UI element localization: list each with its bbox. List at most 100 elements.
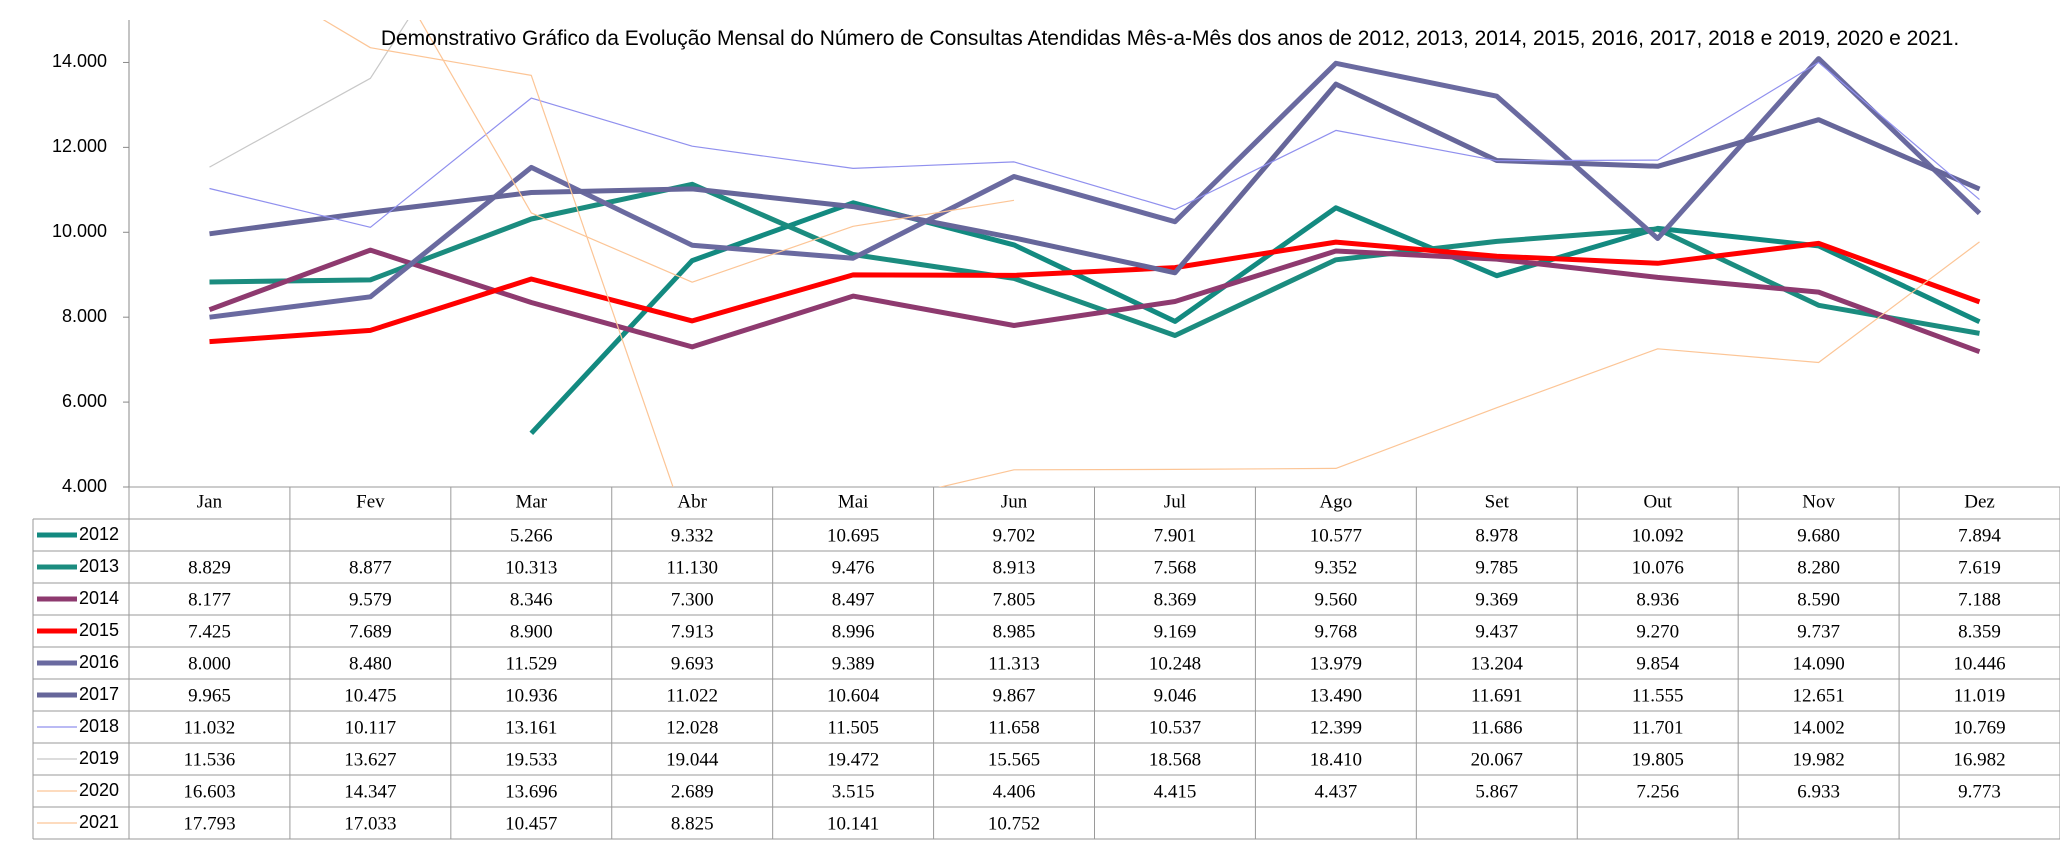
x-tick-label: Jul: [1164, 491, 1186, 512]
table-value: 4.437: [1315, 781, 1358, 802]
table-value: 8.900: [510, 621, 553, 642]
table-value: 10.577: [1310, 525, 1362, 546]
table-value: 6.933: [1797, 781, 1840, 802]
table-value: 10.769: [1953, 717, 2005, 738]
series-line: [209, 61, 1980, 228]
x-tick-label: Ago: [1320, 491, 1353, 512]
table-value: 16.603: [183, 781, 235, 802]
table-value: 20.067: [1471, 749, 1523, 770]
table-value: 5.867: [1475, 781, 1518, 802]
table-value: 7.300: [671, 589, 714, 610]
table-value: 8.000: [188, 653, 231, 674]
table-value: 4.415: [1154, 781, 1197, 802]
table-value: 18.410: [1310, 749, 1362, 770]
table-value: 9.854: [1636, 653, 1679, 674]
legend-label: 2016: [79, 652, 119, 672]
table-value: 9.332: [671, 525, 714, 546]
legend-label: 2020: [79, 780, 119, 800]
table-value: 9.560: [1315, 589, 1358, 610]
table-value: 10.537: [1149, 717, 1201, 738]
x-tick-label: Jun: [1001, 491, 1028, 512]
series-line: [322, 20, 1980, 487]
table-value: 8.978: [1475, 525, 1518, 546]
table-value: 15.565: [988, 749, 1040, 770]
legend-label: 2013: [79, 556, 119, 576]
table-value: 11.032: [184, 717, 236, 738]
table-value: 9.693: [671, 653, 714, 674]
plot-area: [208, 20, 1982, 487]
table-value: 10.117: [345, 717, 397, 738]
table-value: 8.346: [510, 589, 553, 610]
table-value: 9.737: [1797, 621, 1840, 642]
table-value: 8.497: [832, 589, 875, 610]
table-value: 8.936: [1636, 589, 1679, 610]
x-tick-label: Dez: [1964, 491, 1995, 512]
y-tick-label: 12.000: [52, 136, 107, 156]
table-value: 12.399: [1310, 717, 1362, 738]
x-tick-label: Fev: [356, 491, 385, 512]
table-value: 8.177: [188, 589, 231, 610]
table-value: 9.369: [1475, 589, 1518, 610]
table-value: 9.773: [1958, 781, 2001, 802]
table-value: 3.515: [832, 781, 875, 802]
table-value: 13.979: [1310, 653, 1362, 674]
table-value: 10.076: [1632, 557, 1684, 578]
table-value: 13.204: [1471, 653, 1524, 674]
table-value: 13.161: [505, 717, 557, 738]
table-value: 11.691: [1471, 685, 1523, 706]
y-tick-label: 10.000: [52, 221, 107, 241]
table-value: 7.894: [1958, 525, 2001, 546]
table-value: 18.568: [1149, 749, 1201, 770]
table-value: 10.475: [344, 685, 396, 706]
table-value: 11.658: [988, 717, 1040, 738]
table-value: 11.529: [506, 653, 558, 674]
table-value: 7.568: [1154, 557, 1197, 578]
x-tick-label: Mai: [838, 491, 869, 512]
y-tick-label: 8.000: [62, 306, 107, 326]
table-value: 9.169: [1154, 621, 1197, 642]
table-value: 10.446: [1953, 653, 2005, 674]
table-value: 14.347: [344, 781, 396, 802]
table-value: 10.248: [1149, 653, 1201, 674]
series-line: [208, 247, 1981, 355]
table-value: 11.313: [988, 653, 1040, 674]
table-value: 7.901: [1154, 525, 1197, 546]
legend-label: 2021: [79, 812, 119, 832]
x-tick-label: Out: [1643, 491, 1672, 512]
series-line: [209, 181, 1980, 338]
table-value: 19.472: [827, 749, 879, 770]
table-value: 8.913: [993, 557, 1036, 578]
chart-title: Demonstrativo Gráfico da Evolução Mensal…: [380, 27, 1960, 50]
table-value: 7.805: [993, 589, 1036, 610]
series-line: [529, 200, 1981, 436]
table-value: 2.689: [671, 781, 714, 802]
table-value: 11.686: [1471, 717, 1523, 738]
table-value: 12.028: [666, 717, 718, 738]
series-line: [209, 81, 1981, 276]
table-value: 10.752: [988, 813, 1040, 834]
table-value: 9.680: [1797, 525, 1840, 546]
table-value: 11.536: [184, 749, 236, 770]
table-value: 11.555: [1632, 685, 1684, 706]
table-value: 10.695: [827, 525, 879, 546]
legend-label: 2017: [79, 684, 119, 704]
x-tick-label: Nov: [1802, 491, 1835, 512]
table-value: 19.805: [1632, 749, 1684, 770]
table-value: 8.829: [188, 557, 231, 578]
series-line: [209, 239, 1981, 345]
table-value: 9.352: [1315, 557, 1358, 578]
table-value: 17.793: [183, 813, 235, 834]
table-value: 9.702: [993, 525, 1036, 546]
table-value: 9.867: [993, 685, 1036, 706]
x-tick-label: Mar: [515, 491, 547, 512]
table-value: 7.256: [1636, 781, 1679, 802]
y-tick-label: 6.000: [62, 391, 107, 411]
table-value: 10.936: [505, 685, 557, 706]
table-value: 9.785: [1475, 557, 1518, 578]
table-value: 13.696: [505, 781, 557, 802]
table-value: 5.266: [510, 525, 553, 546]
legend-label: 2014: [79, 588, 119, 608]
table-value: 9.046: [1154, 685, 1197, 706]
x-tick-label: Set: [1485, 491, 1510, 512]
